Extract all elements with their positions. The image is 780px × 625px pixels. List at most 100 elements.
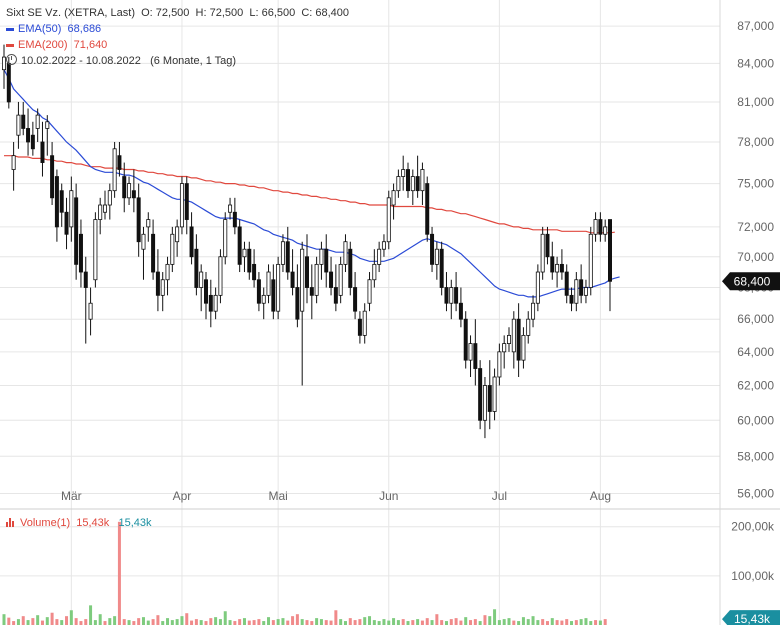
volume-bar bbox=[98, 614, 102, 625]
volume-bar bbox=[324, 620, 328, 625]
volume-bar bbox=[180, 616, 184, 625]
x-tick-label: Jul bbox=[492, 489, 507, 503]
volume-bar bbox=[382, 619, 386, 625]
volume-bar bbox=[151, 619, 155, 625]
candle-body-up bbox=[165, 263, 170, 281]
candle-body-down bbox=[425, 183, 430, 235]
candle-body-up bbox=[276, 263, 281, 312]
candle-body-down bbox=[415, 176, 420, 192]
y-tick-label: 75,000 bbox=[737, 177, 774, 191]
ema200-label: EMA(200) bbox=[18, 39, 68, 51]
volume-bar bbox=[589, 621, 593, 625]
volume-bar bbox=[411, 620, 415, 625]
candle-body-up bbox=[338, 263, 343, 296]
volume-bar bbox=[343, 621, 347, 625]
volume-bar bbox=[521, 617, 525, 625]
y-tick-label: 64,000 bbox=[737, 345, 774, 359]
candle-body-up bbox=[35, 114, 40, 129]
candle-body-up bbox=[526, 318, 531, 336]
candle-body-down bbox=[151, 233, 156, 273]
volume-bar bbox=[493, 609, 497, 625]
volume-bar bbox=[541, 619, 545, 625]
candle-body-down bbox=[155, 271, 160, 296]
volume-bar bbox=[79, 621, 83, 625]
candle-body-up bbox=[261, 294, 266, 304]
candle-body-up bbox=[69, 190, 74, 228]
candle-body-down bbox=[473, 343, 478, 369]
candle-body-down bbox=[232, 211, 237, 228]
candle-body-down bbox=[50, 155, 55, 199]
candle-body-up bbox=[381, 241, 386, 250]
volume-bar bbox=[146, 620, 150, 625]
volume-bar bbox=[199, 620, 203, 625]
volume-bar bbox=[339, 619, 343, 625]
volume-bar bbox=[469, 620, 473, 625]
y-tick-label: 70,000 bbox=[737, 250, 774, 264]
ema50-legend: EMA(50) 68,686 bbox=[6, 22, 101, 36]
candle-body-down bbox=[357, 318, 362, 336]
volume-bar bbox=[55, 619, 59, 625]
volume-bar bbox=[185, 613, 189, 625]
volume-bar bbox=[50, 612, 54, 625]
volume-bar bbox=[286, 620, 290, 625]
candle-body-down bbox=[309, 287, 314, 296]
candle-body-up bbox=[11, 155, 16, 170]
candle-body-up bbox=[242, 248, 247, 258]
volume-bar bbox=[396, 620, 400, 625]
candle-body-down bbox=[295, 287, 300, 320]
volume-bar bbox=[555, 620, 559, 625]
volume-bar bbox=[108, 618, 112, 625]
volume-bar bbox=[420, 620, 424, 625]
chart-title: Sixt SE Vz. (XETRA, Last) bbox=[6, 7, 135, 19]
volume-bar bbox=[377, 621, 381, 625]
candle-body-down bbox=[353, 287, 358, 312]
candle-body-up bbox=[319, 248, 324, 265]
candle-body-down bbox=[478, 368, 483, 421]
volume-bar bbox=[233, 621, 237, 625]
volume-bar bbox=[565, 619, 569, 625]
volume-bar bbox=[40, 620, 44, 625]
volume-bar bbox=[310, 621, 314, 625]
candle-body-down bbox=[333, 287, 338, 304]
candle-body-down bbox=[598, 219, 603, 235]
volume-bar bbox=[512, 620, 516, 625]
candle-body-up bbox=[482, 385, 487, 421]
candle-body-up bbox=[535, 271, 540, 304]
volume-axis-ticks: 200,00k 100,00k bbox=[731, 520, 775, 583]
volume-bar bbox=[358, 619, 362, 625]
volume-bar bbox=[281, 618, 285, 625]
volume-tag-text: 15,43k bbox=[734, 612, 771, 625]
candle-body-up bbox=[107, 190, 112, 206]
volume-bar bbox=[103, 621, 107, 625]
volume-bar bbox=[488, 616, 492, 625]
volume-bar bbox=[430, 620, 434, 625]
candle-body-down bbox=[136, 197, 141, 243]
volume-bar bbox=[271, 620, 275, 625]
candle-body-up bbox=[410, 176, 415, 192]
volume-bar bbox=[603, 619, 607, 625]
volume-bar bbox=[190, 620, 194, 625]
candle-body-down bbox=[430, 233, 435, 265]
candle-body-down bbox=[40, 141, 45, 163]
candle-body-up bbox=[2, 56, 7, 71]
ohlc-values: O: 72,500 H: 72,500 L: 66,500 C: 68,400 bbox=[141, 7, 350, 19]
candle-body-up bbox=[223, 219, 228, 258]
candle-body-up bbox=[555, 263, 560, 273]
volume-bar bbox=[84, 619, 88, 625]
volume-bar bbox=[209, 618, 213, 625]
candle-body-up bbox=[531, 302, 536, 320]
volume-bar bbox=[368, 616, 372, 625]
volume-bar bbox=[550, 618, 554, 625]
volume-bar bbox=[526, 619, 530, 625]
y-axis-ticks: 87,000 84,000 81,000 78,000 75,000 72,000 70,0… bbox=[737, 19, 774, 500]
candle-body-up bbox=[506, 334, 511, 344]
candle-body-down bbox=[516, 318, 521, 361]
last-price-tag-text: 68,400 bbox=[734, 274, 771, 288]
candle-body-up bbox=[88, 302, 93, 320]
volume-bar bbox=[444, 621, 448, 625]
ema200-value: 71,640 bbox=[73, 39, 108, 51]
candle-body-up bbox=[218, 256, 223, 296]
volume-bar bbox=[560, 620, 564, 625]
candle-body-up bbox=[449, 287, 454, 304]
